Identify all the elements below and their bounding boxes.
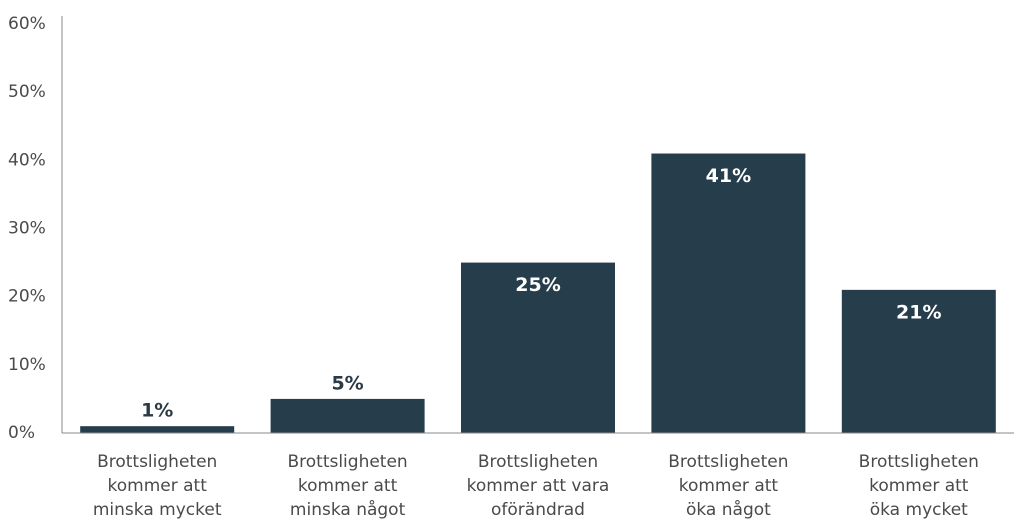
bar [461,262,615,433]
data-label: 1% [141,400,173,422]
y-tick-label: 0% [8,423,35,443]
y-tick-label: 10% [8,355,46,375]
bar [841,289,996,433]
y-tick-label: 20% [8,287,46,307]
data-label: 25% [515,274,560,296]
data-label: 21% [896,301,941,323]
x-tick-label: Brottsligheten kommer att öka mycket [859,452,979,520]
y-tick-label: 60% [8,14,46,34]
data-label: 5% [331,372,363,394]
y-tick-label: 50% [8,82,46,102]
y-tick-label: 30% [8,219,46,239]
bar [270,398,425,433]
bar [651,153,806,433]
x-tick-label: Brottsligheten kommer att minska mycket [93,452,222,520]
y-tick-label: 40% [8,150,46,170]
x-tick-label: Brottsligheten kommer att minska något [287,452,407,520]
x-tick-label: Brottsligheten kommer att vara oförändrad [467,452,610,520]
bar [80,426,235,433]
x-tick-label: Brottsligheten kommer att öka något [668,452,788,520]
data-label: 41% [706,165,751,187]
